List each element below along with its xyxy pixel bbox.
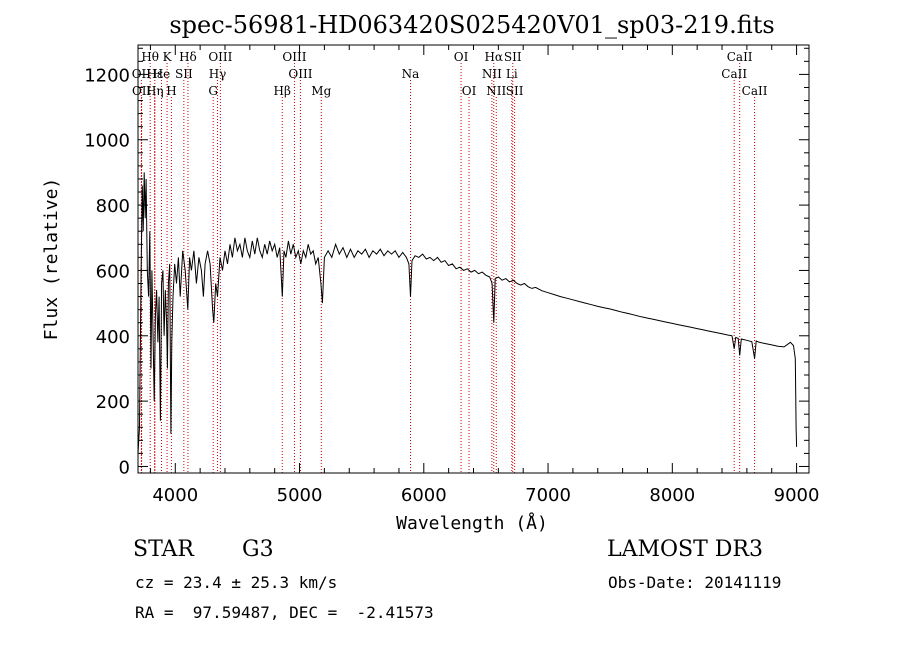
line-label: K [163, 50, 173, 64]
x-axis-label: Wavelength (Å) [396, 512, 548, 534]
line-label: Hε [146, 67, 163, 81]
observation-date: Obs-Date: 20141119 [608, 573, 782, 592]
line-label: Hθ [141, 50, 159, 64]
line-label: Hη [146, 84, 164, 98]
redshift-readout: cz = 23.4 ± 25.3 km/s [135, 573, 338, 592]
x-tick-label: 5000 [277, 485, 323, 506]
object-subclass: G3 [242, 537, 274, 562]
y-tick-label: 1200 [84, 65, 130, 86]
x-tick-label: 7000 [525, 485, 571, 506]
spectral-line-markers [140, 63, 756, 473]
line-label: Hα [484, 50, 503, 64]
line-label: OIII [288, 67, 312, 81]
line-label: CaII [727, 50, 753, 64]
y-tick-label: 600 [96, 261, 130, 282]
line-label: SII [504, 50, 522, 64]
line-label: SII [175, 67, 193, 81]
line-label: H [166, 84, 176, 98]
line-label: CaII [721, 67, 747, 81]
line-label: OIII [282, 50, 306, 64]
line-label: Hγ [209, 67, 227, 81]
x-tick-label: 6000 [401, 485, 447, 506]
line-label: Hδ [179, 50, 197, 64]
x-tick-label: 8000 [649, 485, 695, 506]
line-label: CaII [742, 84, 768, 98]
y-tick-label: 0 [119, 457, 130, 478]
line-label: SII [506, 84, 524, 98]
y-tick-label: 800 [96, 196, 130, 217]
coordinates-readout: RA = 97.59487, DEC = -2.41573 [135, 603, 434, 622]
line-label: OIII [208, 50, 232, 64]
line-label: G [208, 84, 218, 98]
line-label: Li [506, 67, 518, 81]
line-label: Na [402, 67, 420, 81]
y-tick-label: 1000 [84, 131, 130, 152]
chart-title: spec-56981-HD063420S025420V01_sp03-219.f… [169, 11, 774, 39]
y-tick-label: 200 [96, 392, 130, 413]
y-axis-label: Flux (relative) [41, 178, 62, 341]
line-label: NII [486, 84, 506, 98]
plot-frame [137, 44, 810, 474]
x-axis: 4000 5000 6000 7000 8000 9000 [149, 45, 820, 506]
spectrum-series-line [137, 172, 798, 454]
x-tick-label: 4000 [152, 485, 198, 506]
line-label: OI [454, 50, 469, 64]
line-label: OI [462, 84, 477, 98]
y-axis: 0 200 400 600 800 1000 1200 [84, 47, 809, 478]
survey-release: LAMOST DR3 [607, 537, 763, 562]
line-label: NII [482, 67, 502, 81]
x-tick-label: 9000 [774, 485, 820, 506]
object-class: STAR [133, 537, 194, 562]
line-label: Hβ [274, 84, 291, 98]
line-label: He [153, 67, 171, 81]
line-label: Mg [311, 84, 331, 98]
y-tick-label: 400 [96, 327, 130, 348]
line-label: OII [132, 84, 152, 98]
